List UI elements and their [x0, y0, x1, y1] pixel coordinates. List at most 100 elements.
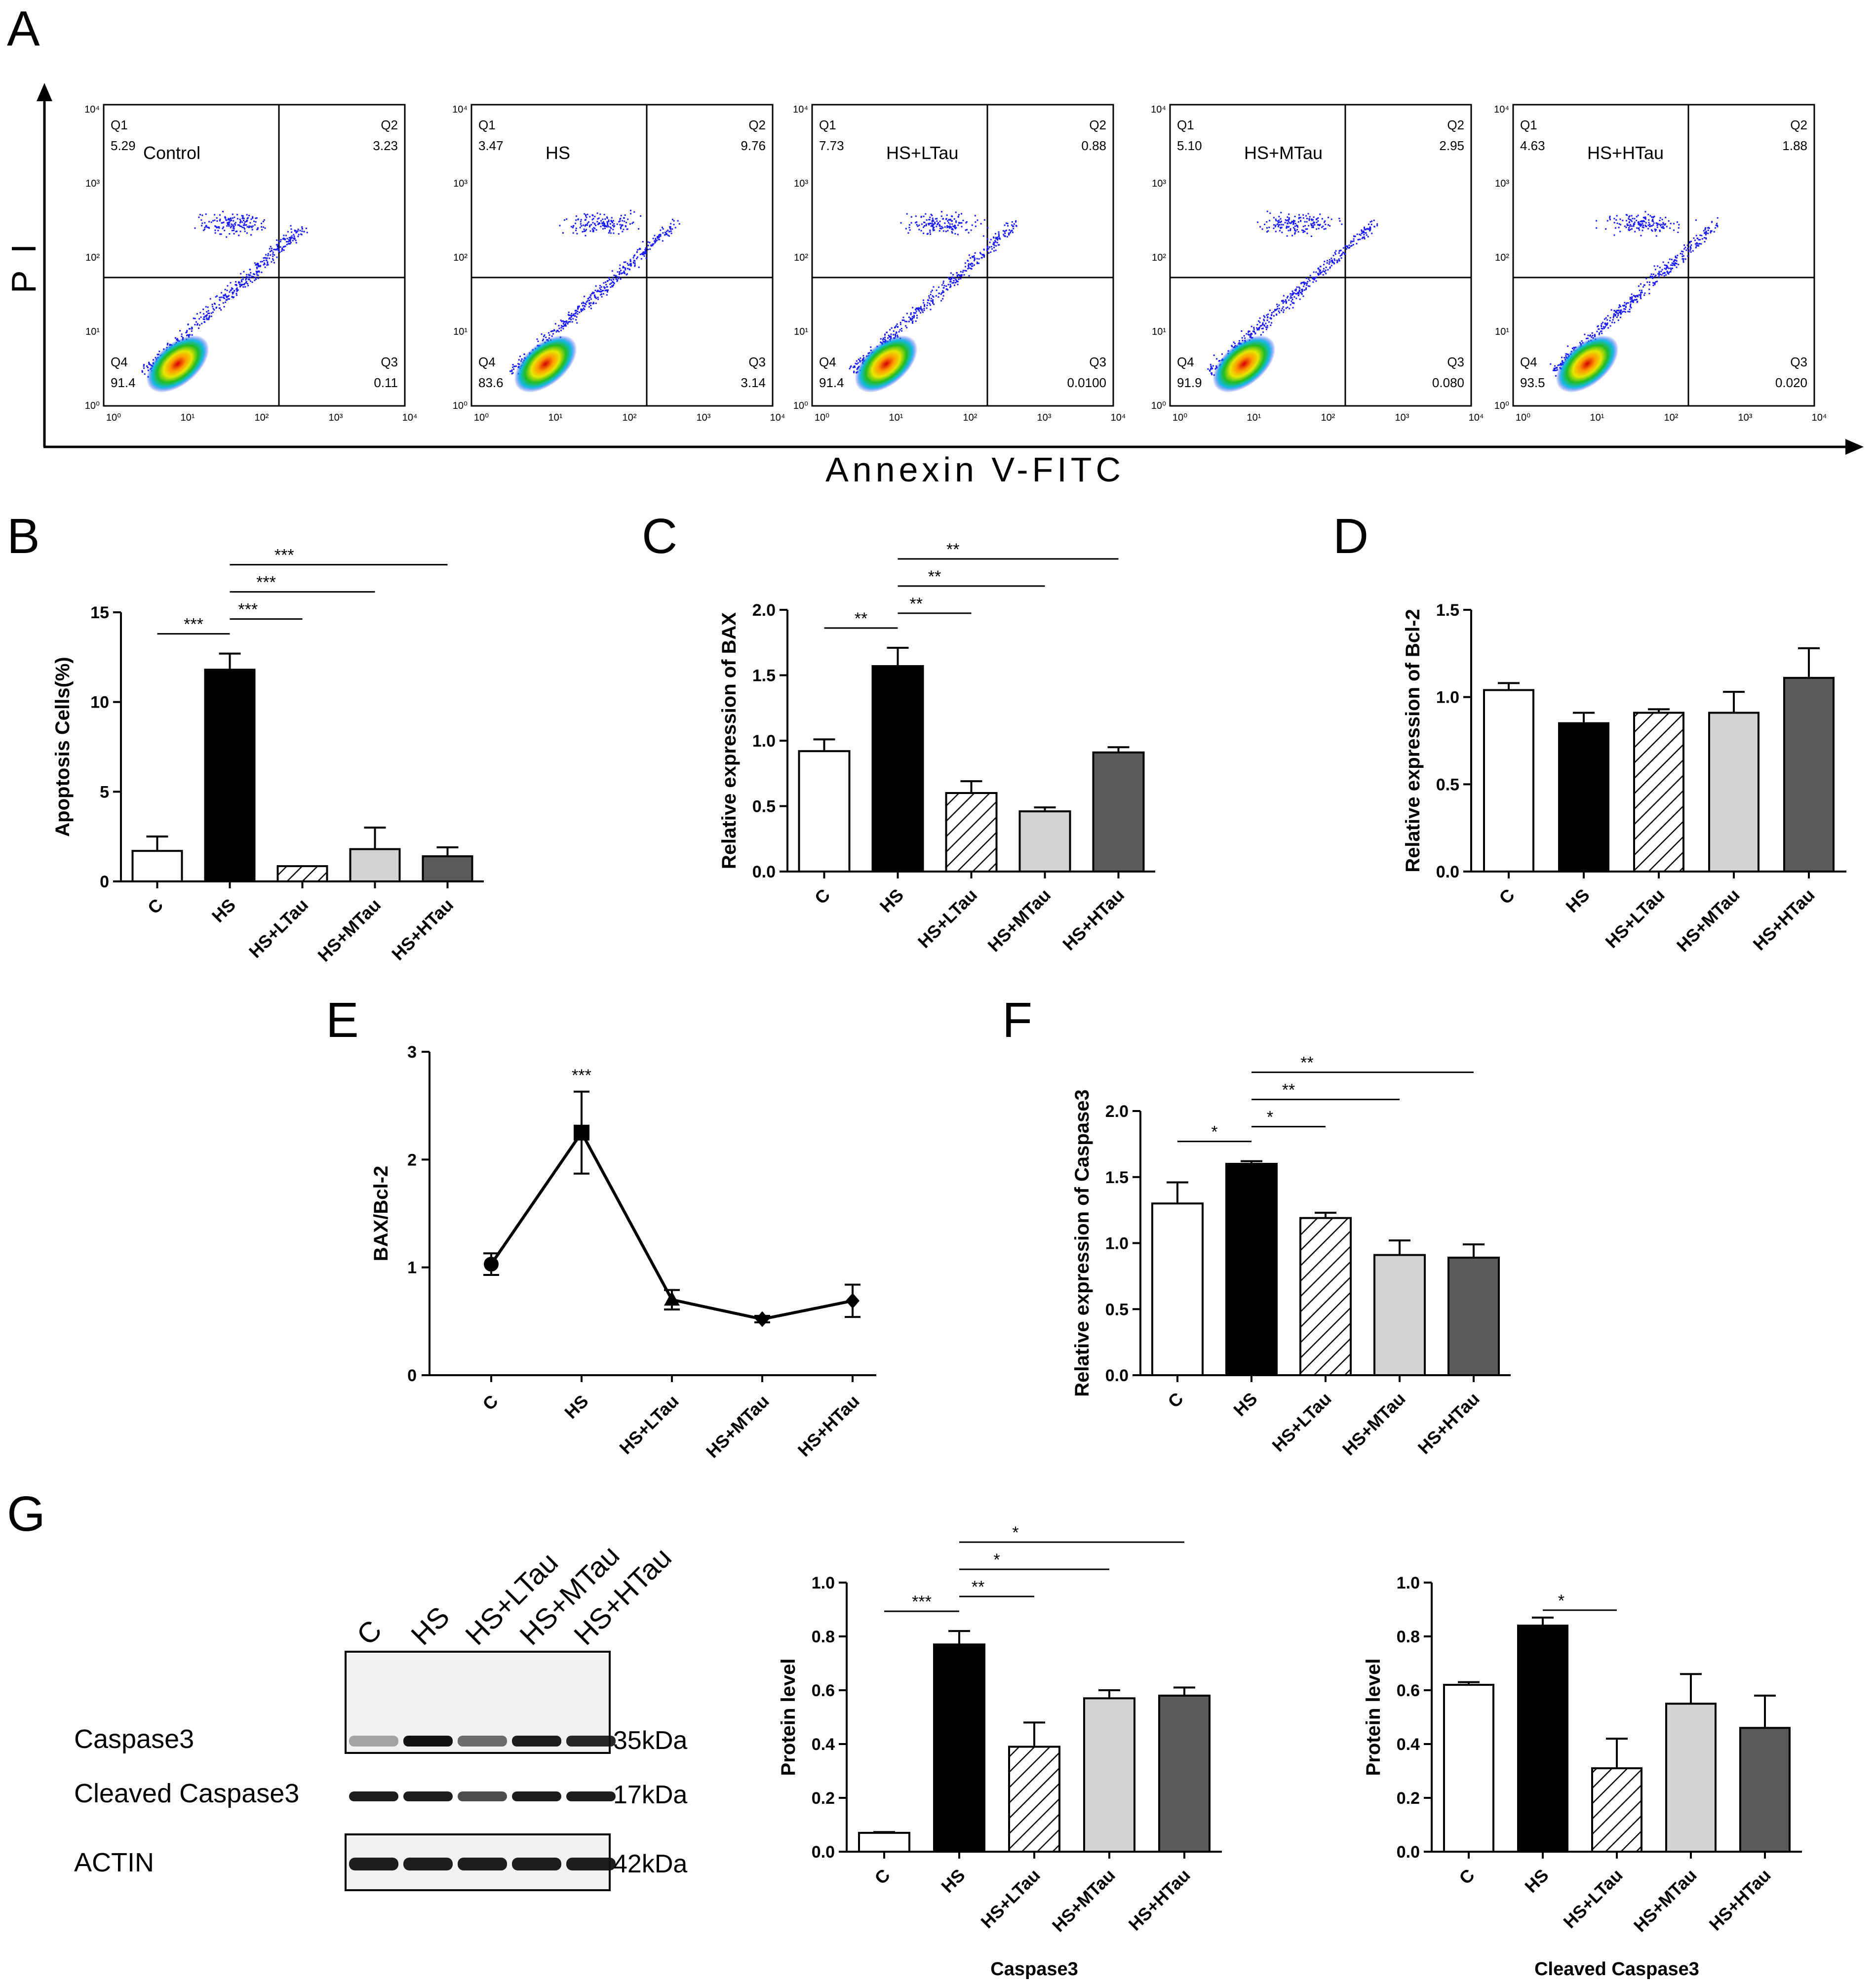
flow-y-tick: 10²: [453, 252, 468, 263]
flow-dot: [1373, 226, 1375, 228]
flow-dot: [1318, 269, 1320, 271]
flow-dot: [584, 213, 586, 215]
flow-dot: [276, 239, 278, 241]
flow-dot: [1658, 276, 1660, 278]
y-tick-label: 0.4: [812, 1735, 835, 1754]
flow-dot: [1663, 227, 1665, 229]
flow-dot: [276, 247, 278, 249]
flow-dot: [602, 223, 604, 225]
flow-dot: [186, 334, 188, 336]
flow-dot: [1618, 227, 1620, 229]
category-label: HS+LTau: [914, 885, 981, 952]
flow-dot: [975, 225, 977, 227]
flow-dot: [1290, 304, 1291, 306]
flow-dot: [936, 226, 938, 228]
flow-dot: [1306, 282, 1308, 284]
flow-y-tick: 10⁰: [453, 400, 468, 411]
flow-dot: [281, 250, 283, 252]
flow-dot: [920, 308, 922, 310]
flow-dot: [642, 254, 644, 256]
flow-dot: [237, 282, 239, 284]
flow-dot: [1296, 286, 1298, 288]
flow-dot: [923, 233, 925, 235]
flow-dot: [1715, 227, 1717, 229]
flow-dot: [1249, 336, 1251, 338]
flow-dot: [949, 226, 951, 228]
flow-dot: [1300, 292, 1302, 294]
flow-dot: [930, 233, 932, 235]
flow-dot: [233, 233, 235, 235]
flow-y-tick: 10⁰: [1494, 400, 1509, 411]
flow-dot: [1281, 224, 1283, 226]
flow-dot: [1363, 227, 1365, 229]
flow-dot: [664, 234, 666, 236]
y-tick-label: 0.8: [1397, 1628, 1420, 1646]
flow-dot: [952, 274, 954, 276]
flow-dot: [616, 280, 618, 282]
flow-dot: [1649, 276, 1651, 278]
flow-dot: [1587, 334, 1589, 336]
flow-dot: [1277, 222, 1279, 224]
flow-dot: [271, 261, 273, 263]
flow-dot: [955, 227, 957, 229]
flow-dot: [577, 308, 579, 310]
flow-dot: [1287, 295, 1289, 297]
flow-dot: [200, 316, 202, 318]
flow-dot: [1637, 296, 1639, 298]
flow-dot: [1617, 319, 1619, 321]
significance-label: ***: [274, 546, 294, 565]
flow-dot: [1710, 232, 1712, 234]
flow-dot: [613, 281, 615, 283]
flow-dot: [191, 326, 193, 328]
quadrant-label-q4: Q4: [819, 355, 836, 369]
flow-dot: [1629, 298, 1631, 300]
flow-dot: [185, 332, 187, 334]
flow-dot: [678, 223, 680, 225]
flow-dot: [1626, 223, 1628, 225]
category-label: HS: [560, 1391, 592, 1423]
flow-dot: [224, 230, 226, 232]
flow-dot: [557, 329, 559, 331]
flow-panel-name: Control: [143, 143, 200, 163]
flow-dot: [226, 236, 228, 238]
x-axis-caption: Cleaved Caspase3: [1534, 1959, 1699, 1980]
flow-dot: [940, 300, 942, 302]
flow-dot: [1321, 226, 1323, 228]
flow-dot: [1613, 218, 1615, 220]
flow-dot: [1282, 224, 1284, 226]
flow-dot: [1285, 299, 1287, 301]
flow-dot: [571, 321, 573, 323]
flow-dot: [1614, 315, 1616, 317]
flow-dot: [1286, 226, 1288, 228]
flow-dot: [1651, 230, 1653, 232]
flow-dot: [1259, 325, 1261, 327]
flow-dot: [149, 363, 151, 365]
flow-dot: [223, 221, 225, 223]
flow-dot: [1324, 271, 1326, 273]
flow-dot: [1309, 216, 1311, 218]
flow-dot: [906, 320, 908, 322]
quadrant-label-q4: Q4: [1520, 355, 1537, 369]
flow-dot: [1638, 294, 1640, 296]
flow-dot: [1294, 232, 1296, 234]
flow-dot: [640, 258, 642, 260]
flow-dot: [1682, 258, 1684, 260]
flow-dot: [1327, 260, 1329, 262]
flow-dot: [230, 218, 232, 220]
flow-dot: [255, 264, 257, 266]
flow-dot: [1670, 223, 1672, 225]
flow-dot: [1613, 315, 1615, 317]
flow-dot: [1209, 370, 1211, 372]
flow-dot: [926, 307, 928, 309]
flow-y-tick: 10⁴: [1151, 104, 1166, 115]
flow-dot: [611, 217, 613, 219]
flow-dot: [206, 317, 208, 319]
flow-dot: [895, 335, 897, 337]
flow-dot: [1571, 347, 1573, 349]
flow-dot: [586, 300, 588, 302]
flow-dot: [1288, 220, 1290, 222]
flow-dot: [1613, 222, 1615, 224]
flow-dot: [1312, 226, 1314, 228]
flow-dot: [928, 295, 930, 297]
flow-dot: [1253, 328, 1255, 330]
